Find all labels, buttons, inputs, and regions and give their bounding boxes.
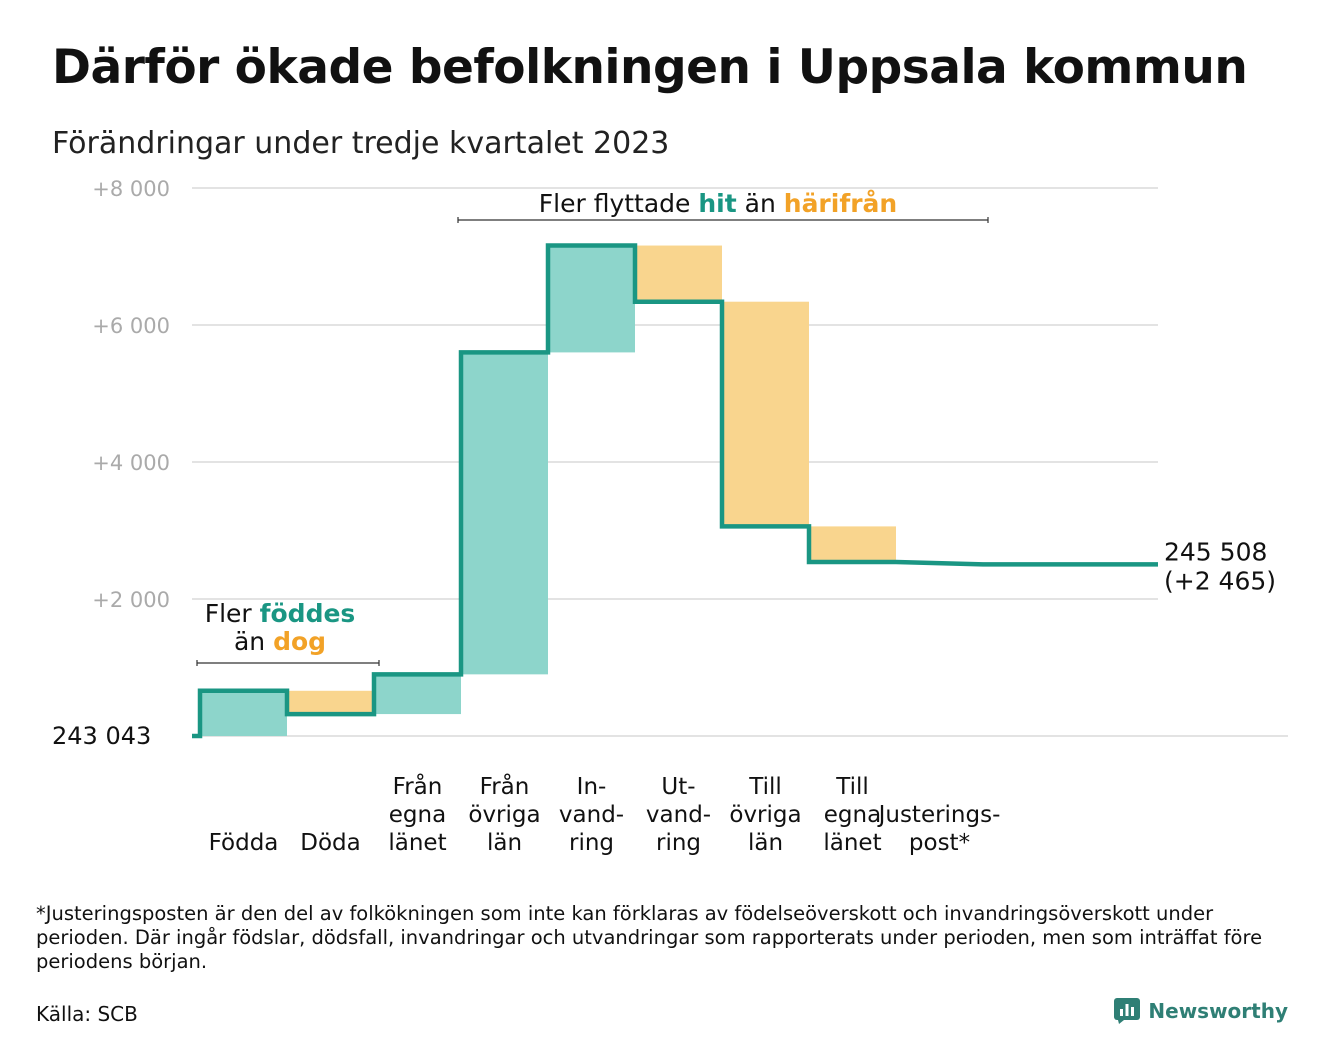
footnote: *Justeringsposten är den del av folkökni… (36, 902, 1263, 973)
annotation-decrease: härifrån (784, 189, 897, 218)
brand-logo: Newsworthy (1114, 998, 1288, 1024)
bars (200, 245, 896, 736)
brand-name: Newsworthy (1148, 999, 1288, 1023)
bar-increase (200, 690, 287, 736)
annotation-plain: än (737, 189, 784, 218)
chart-subtitle: Förändringar under tredje kvartalet 2023 (52, 126, 670, 161)
annotation-increase: hit (698, 189, 736, 218)
category-label: Ut- (661, 774, 695, 800)
category-label: post* (909, 830, 970, 856)
y-tick-label: +4 000 (92, 451, 170, 475)
annotation-increase: föddes (260, 599, 356, 628)
category-label: län (487, 830, 522, 856)
bar-increase (374, 674, 461, 715)
category-label: ring (656, 830, 701, 856)
y-tick-label: +6 000 (92, 314, 170, 338)
category-label: Justerings- (877, 802, 1001, 828)
category-label: Från (480, 772, 530, 800)
category-label: egna (389, 802, 446, 828)
category-label: länet (388, 830, 446, 856)
annotation-line: Fler flyttade hit än härifrån (539, 189, 897, 218)
category-label: övriga (468, 802, 540, 828)
category-label: vand- (559, 802, 624, 828)
category-label: Till (748, 774, 782, 800)
step-line (192, 243, 1158, 739)
category-label: län (748, 830, 783, 856)
y-tick-label: +2 000 (92, 588, 170, 612)
bar-increase (548, 245, 635, 353)
gridlines (192, 187, 1288, 737)
bar-increase (461, 352, 548, 675)
category-label: ring (569, 830, 614, 856)
category-label: Till (835, 774, 869, 800)
category-label: vand- (646, 802, 711, 828)
annotation-plain: Fler flyttade (539, 189, 699, 218)
category-label: Från (393, 772, 443, 800)
chart-title: Därför ökade befolkningen i Uppsala komm… (52, 40, 1248, 95)
waterfall-chart: +2 000 +4 000 +6 000 +8 000 243 043 Födda Döda… (52, 177, 1288, 856)
end-value-label: (+2 465) (1164, 566, 1276, 595)
bar-decrease (635, 245, 722, 302)
category-label: Döda (300, 830, 360, 856)
bar-decrease (809, 526, 896, 563)
end-value-label: 245 508 (1164, 537, 1267, 566)
category-label: In- (577, 774, 607, 800)
source-note: Källa: SCB (36, 1002, 138, 1026)
labels: +2 000 +4 000 +6 000 +8 000 243 043 Födda Döda… (52, 177, 1276, 856)
start-value-label: 243 043 (52, 722, 151, 750)
annotation-line: än dog (234, 627, 326, 656)
bar-decrease (287, 690, 374, 715)
category-label: Födda (209, 830, 279, 856)
annotation-decrease: dog (273, 627, 326, 656)
annotation-plain: än (234, 627, 273, 656)
newsworthy-logo-icon (1114, 998, 1141, 1024)
annotation-plain: Fler (205, 599, 260, 628)
annotation-line: Fler föddes (205, 599, 356, 628)
category-label: egna (824, 802, 881, 828)
cumulative-line (192, 243, 1158, 739)
category-label: övriga (729, 802, 801, 828)
y-tick-label: +8 000 (92, 177, 170, 201)
bar-decrease (722, 301, 809, 527)
category-label: länet (823, 830, 881, 856)
